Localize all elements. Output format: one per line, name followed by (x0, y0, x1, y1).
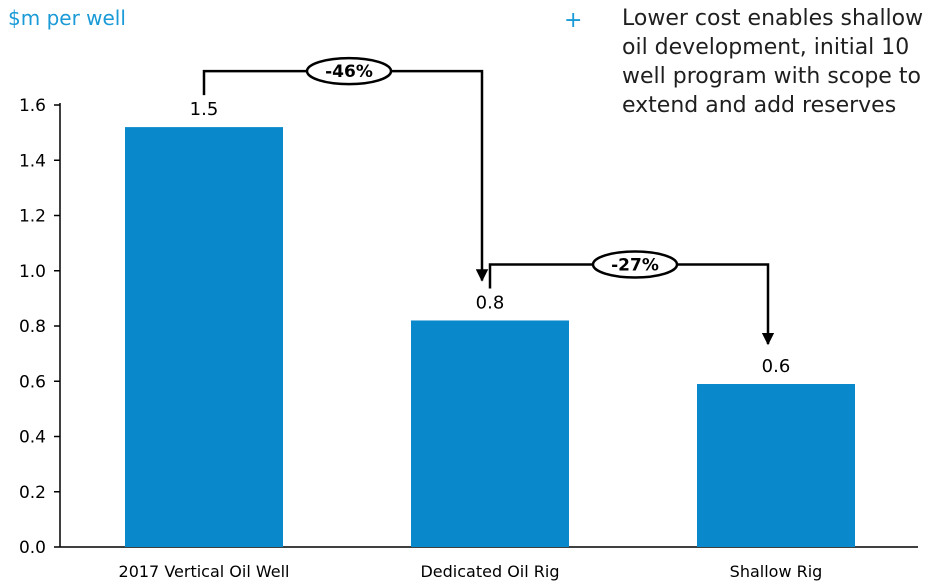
y-tick-label: 0.4 (19, 428, 46, 448)
change-label: -46% (325, 62, 373, 82)
change-label: -27% (611, 255, 659, 275)
y-tick-label: 0.6 (19, 372, 46, 392)
y-tick-label: 1.6 (19, 96, 46, 116)
y-tick-label: 1.0 (19, 262, 46, 282)
x-tick-label: 2017 Vertical Oil Well (119, 562, 290, 581)
change-badge (591, 250, 679, 279)
bar (125, 127, 283, 547)
data-label: 0.8 (476, 292, 505, 313)
data-label: 0.6 (762, 356, 791, 377)
y-tick-label: 1.2 (19, 207, 46, 227)
y-tick-label: 0.8 (19, 317, 46, 337)
bar (697, 384, 855, 547)
note-text: Lower cost enables shallow oil developme… (622, 6, 924, 118)
change-badge (305, 56, 393, 86)
y-tick-label: 0.0 (19, 538, 46, 558)
unit-label: $m per well (8, 6, 126, 30)
data-label: 1.5 (190, 99, 219, 120)
x-tick-label: Shallow Rig (730, 562, 823, 581)
y-tick-label: 0.2 (19, 483, 46, 503)
y-tick-label: 1.4 (19, 151, 46, 171)
x-tick-label: Dedicated Oil Rig (420, 562, 559, 581)
bar (411, 320, 569, 547)
note-bullet: + (564, 8, 583, 33)
